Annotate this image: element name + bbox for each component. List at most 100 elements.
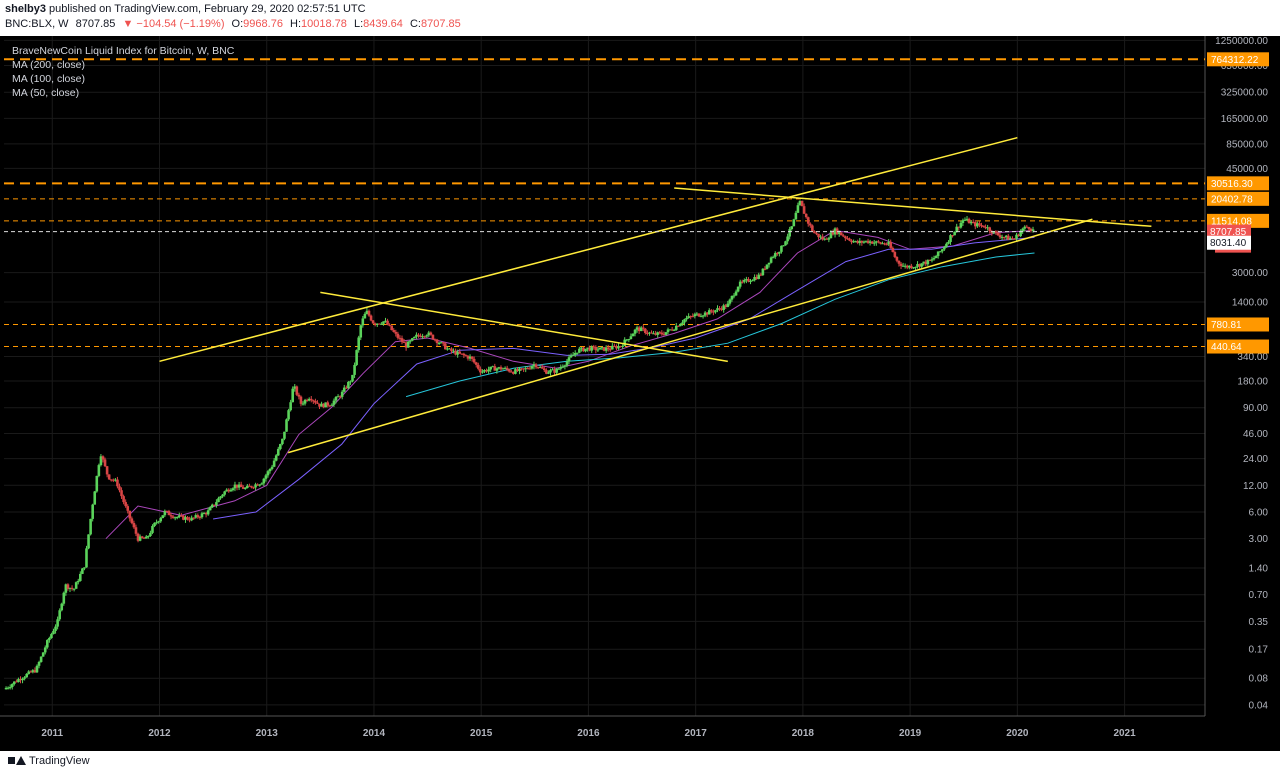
chart-area[interactable]: 1250000.00 650000.00 325000.00 165000.00 850… — [0, 36, 1280, 751]
x-tick-label: 2011 — [41, 728, 63, 739]
candle-body — [87, 534, 90, 549]
legend-ma100[interactable]: MA (100, close) — [12, 73, 85, 85]
y-tick-label: 3.00 — [1249, 534, 1269, 545]
candle-body — [116, 479, 119, 487]
candle-body — [936, 251, 940, 257]
candle-body — [272, 460, 276, 467]
candle-body — [701, 315, 705, 317]
price-chart[interactable]: 1250000.00 650000.00 325000.00 165000.00 850… — [0, 36, 1280, 751]
candle-body — [621, 345, 624, 347]
candle-body — [947, 241, 950, 244]
candle-body — [679, 324, 682, 327]
candle-body — [635, 327, 639, 330]
candle-body — [386, 320, 389, 325]
candle-body — [101, 456, 105, 460]
candle-body — [833, 228, 837, 235]
y-tick-label: 0.08 — [1249, 674, 1269, 685]
y-tick-label: 325000.00 — [1221, 88, 1269, 99]
candle-body — [31, 670, 35, 673]
candle-body — [811, 225, 814, 232]
candle-body — [93, 491, 97, 505]
candle-body — [305, 399, 309, 401]
candle-body — [307, 398, 311, 401]
candle-body — [817, 233, 820, 238]
candle-body — [664, 332, 668, 335]
candle-body — [703, 312, 707, 316]
candle-body — [320, 403, 323, 407]
candle-body — [623, 339, 627, 346]
candle-body — [425, 335, 429, 337]
candle-body — [223, 491, 226, 495]
y-tick-label: 650000.00 — [1221, 61, 1269, 72]
candle-body — [13, 681, 16, 685]
candle-body — [169, 515, 173, 517]
ma-value-tag — [1207, 235, 1251, 250]
candle-body — [573, 352, 577, 355]
candle-body — [293, 386, 297, 389]
candle-body — [802, 206, 806, 214]
candle-body — [361, 318, 365, 326]
candle-body — [291, 388, 295, 403]
candle-body — [35, 665, 39, 673]
candle-body — [687, 316, 690, 318]
candle-body — [749, 281, 752, 283]
candle-body — [58, 610, 61, 620]
candle-body — [297, 394, 301, 397]
candle-body — [493, 366, 497, 371]
candle-body — [462, 353, 466, 356]
candle-body — [460, 353, 464, 355]
x-tick-label: 2021 — [1113, 728, 1136, 739]
candle-body — [542, 368, 546, 371]
candle-body — [707, 310, 711, 315]
candle-body — [85, 548, 88, 568]
candle-body — [769, 257, 773, 263]
candle-body — [532, 364, 536, 367]
candle-body — [316, 402, 319, 404]
candle-body — [691, 316, 695, 318]
candle-body — [165, 510, 169, 512]
candle-body — [19, 679, 22, 681]
candle-body — [796, 205, 800, 213]
candle-body — [963, 219, 967, 221]
candle-body — [959, 222, 963, 228]
last-price: 8707.85 — [75, 18, 116, 30]
candle-body — [151, 526, 154, 533]
candle-body — [734, 291, 738, 296]
candle-body — [126, 506, 130, 511]
candle-body — [718, 308, 721, 310]
candle-body — [930, 259, 934, 261]
tradingview-logo[interactable]: TradingView — [8, 755, 90, 767]
candle-body — [823, 238, 827, 240]
candle-body — [767, 262, 771, 265]
legend-ma200[interactable]: MA (200, close) — [12, 59, 85, 71]
y-tick-label: 46.00 — [1243, 429, 1268, 440]
candle-body — [388, 324, 391, 326]
candle-body — [456, 351, 459, 355]
candle-body — [46, 640, 49, 648]
candle-body — [431, 334, 435, 340]
candle-body — [854, 241, 857, 243]
candle-body — [171, 516, 175, 518]
candle-body — [644, 328, 647, 333]
candle-body — [349, 381, 352, 383]
candle-body — [74, 582, 78, 589]
candle-body — [518, 368, 521, 372]
candle-body — [202, 513, 206, 515]
candle-body — [142, 537, 146, 539]
candle-body — [149, 532, 152, 536]
candle-body — [427, 332, 431, 336]
candle-body — [481, 371, 484, 373]
candle-body — [765, 264, 769, 269]
candle-body — [514, 369, 517, 374]
candle-body — [326, 402, 330, 406]
candle-body — [860, 240, 864, 243]
ohlc-line: BNC:BLX, W 8707.85 ▼ −104.54 (−1.19%) O:… — [5, 18, 461, 30]
level-label: 764312.22 — [1211, 55, 1259, 66]
candle-body — [295, 386, 299, 395]
author-name[interactable]: shelby3 — [5, 3, 46, 15]
price-tag-label: 8707.85 — [1210, 227, 1247, 238]
candle-body — [670, 329, 674, 331]
candle-body — [722, 305, 725, 310]
legend-ma50[interactable]: MA (50, close) — [12, 87, 80, 99]
candle-body — [8, 687, 12, 689]
